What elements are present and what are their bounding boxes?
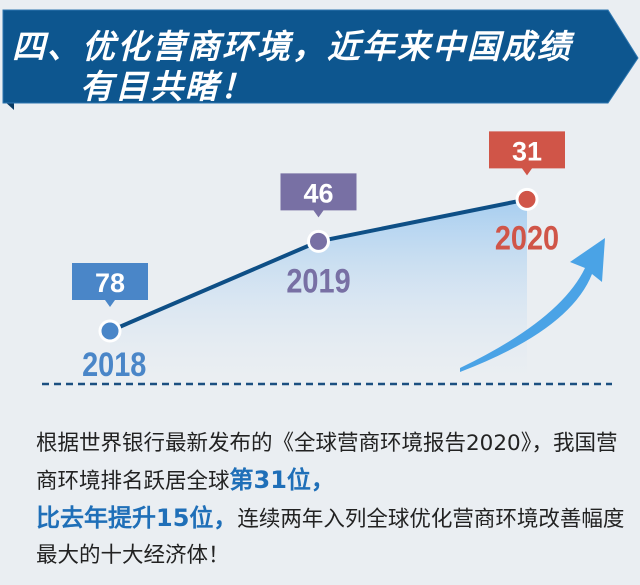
value-label-2020: 31 <box>512 136 542 166</box>
highlight-rank: 第31位， <box>229 466 335 494</box>
year-label-2020: 2020 <box>495 218 559 257</box>
value-callout-2020 <box>489 131 565 176</box>
up-arrow-icon <box>460 238 605 372</box>
year-label-2019: 2019 <box>286 261 350 300</box>
title-line-2: 有目共睹！ <box>80 67 255 106</box>
title-line-1: 四、优化营商环境，近年来中国成绩 <box>12 27 572 66</box>
description-text-1: 根据世界银行最新发布的《全球营商环境报告2020》，我国营商环境排名跃居全球 <box>36 431 618 494</box>
description-paragraph: 根据世界银行最新发布的《全球营商环境报告2020》，我国营商环境排名跃居全球第3… <box>36 426 626 574</box>
value-label-2018: 78 <box>95 268 125 298</box>
data-point-2018 <box>98 319 122 343</box>
value-callout-2019 <box>280 173 357 218</box>
highlight-improvement: 比去年提升15位， <box>36 504 238 532</box>
year-label-2018: 2018 <box>82 345 146 384</box>
data-point-2019 <box>307 229 330 253</box>
area-fill <box>110 199 527 380</box>
data-point-2020 <box>515 187 539 211</box>
description-text-2: 连续两年入列全球优化营商环境改善幅度最大的十大经济体！ <box>36 507 625 568</box>
title-banner <box>2 9 639 110</box>
ranking-chart: 78 2018 46 2019 31 2020 <box>42 131 612 386</box>
value-callout-2018 <box>72 263 148 307</box>
value-label-2019: 46 <box>303 178 333 208</box>
